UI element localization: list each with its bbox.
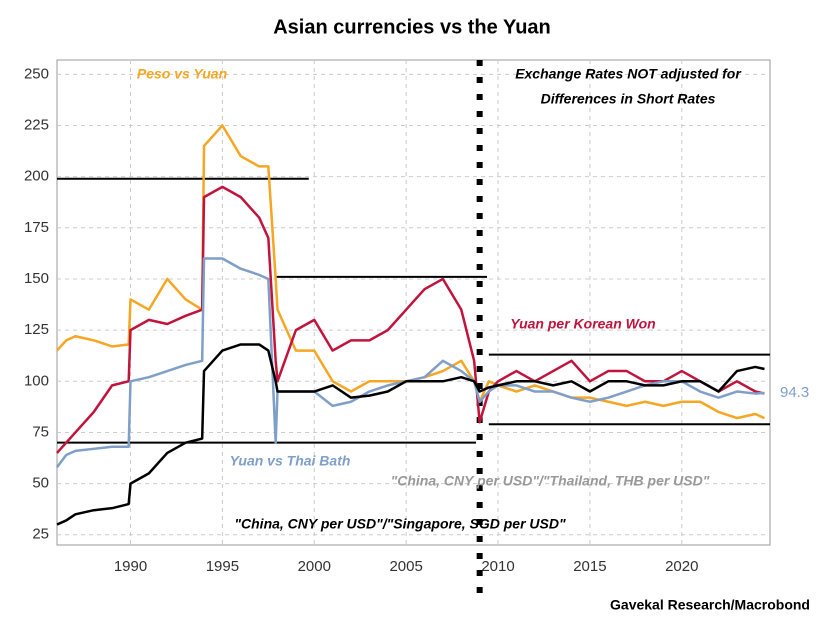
end-label: 94.3 [780, 384, 809, 401]
y-tick-label: 50 [32, 475, 49, 492]
plot-frame [56, 59, 771, 546]
x-tick-label: 2000 [298, 558, 331, 575]
annotation: Exchange Rates NOT adjusted for [515, 66, 742, 82]
annotation: Differences in Short Rates [541, 91, 716, 107]
annotation: "China, CNY per USD"/"Thailand, THB per … [391, 473, 710, 489]
y-tick-label: 150 [24, 270, 49, 287]
series-label: Peso vs Yuan [137, 66, 227, 82]
x-tick-label: 1995 [206, 558, 239, 575]
x-tick-label: 2020 [665, 558, 698, 575]
y-tick-label: 250 [24, 65, 49, 82]
series-line [56, 343, 765, 526]
y-tick-label: 75 [32, 423, 49, 440]
source: Gavekal Research/Macrobond [610, 597, 810, 613]
series-label: Yuan vs Thai Bath [230, 453, 351, 469]
chart-title: Asian currencies vs the Yuan [273, 16, 551, 38]
y-tick-label: 25 [32, 526, 49, 543]
y-tick-label: 100 [24, 372, 49, 389]
y-tick-label: 225 [24, 116, 49, 133]
series-label: Yuan per Korean Won [510, 316, 655, 332]
x-tick-label: 2005 [389, 558, 422, 575]
series-label: "China, CNY per USD"/"Singapore, SGD per… [234, 516, 566, 532]
y-tick-label: 175 [24, 219, 49, 236]
y-tick-label: 125 [24, 321, 49, 338]
x-tick-label: 1990 [114, 558, 147, 575]
series-line [55, 257, 765, 468]
x-tick-label: 2010 [481, 558, 514, 575]
y-tick-label: 200 [24, 168, 49, 185]
series-line [56, 124, 765, 420]
series-line [56, 185, 765, 454]
x-tick-label: 2015 [573, 558, 606, 575]
